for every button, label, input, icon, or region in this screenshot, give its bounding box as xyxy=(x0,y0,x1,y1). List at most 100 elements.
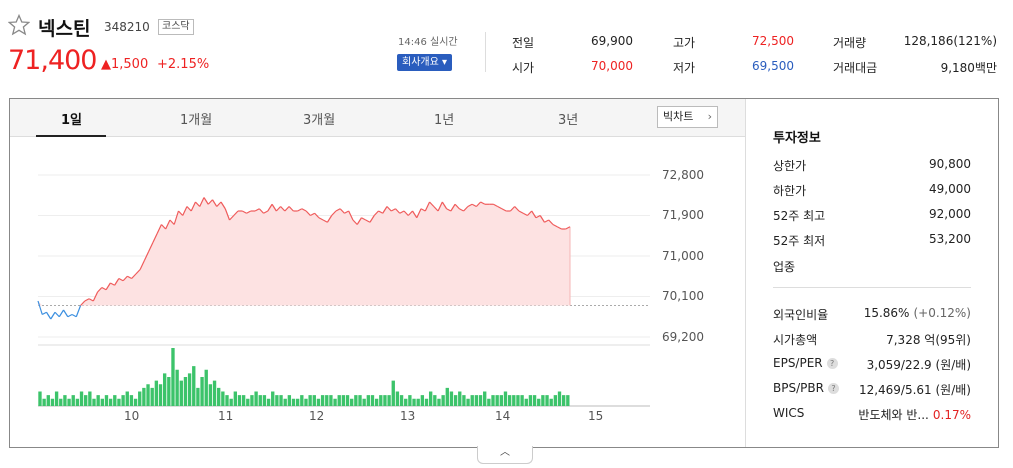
x-tick: 12 xyxy=(309,409,325,423)
y-tick: 71,900 xyxy=(662,208,704,222)
info-label: 외국인비율 xyxy=(773,306,828,323)
price-line-segment xyxy=(493,203,498,208)
tab-3y[interactable]: 3년 xyxy=(558,113,579,128)
info-value: 3,059/22.9 (원/배) xyxy=(845,356,971,373)
price-line-segment xyxy=(207,199,213,205)
x-tick: 11 xyxy=(218,409,234,423)
volume-bar xyxy=(350,398,354,406)
volume-value: 128,186(121%) xyxy=(903,34,997,48)
price-line-segment xyxy=(127,275,132,280)
price-line-segment xyxy=(254,208,260,212)
volume-bar xyxy=(516,395,520,406)
volume-bar xyxy=(391,380,395,406)
price-line-segment xyxy=(84,298,90,302)
price-line-segment xyxy=(156,224,162,234)
volume-bar xyxy=(200,377,204,406)
price-line-segment xyxy=(63,309,69,318)
volume-bar xyxy=(512,395,516,406)
price-line-segment xyxy=(310,212,315,217)
price-line-segment xyxy=(211,199,218,207)
info-value: 7,328 억(95위) xyxy=(845,331,971,348)
price-line-segment xyxy=(539,215,545,223)
price-line-segment xyxy=(173,210,180,225)
help-icon[interactable]: ? xyxy=(826,358,838,369)
volume-bar xyxy=(507,395,512,406)
bigchart-button[interactable]: 빅차트 › xyxy=(657,106,718,128)
volume-bar xyxy=(341,395,346,406)
volume-bar xyxy=(466,398,470,406)
info-label: 시가총액 xyxy=(773,331,817,348)
volume-bar xyxy=(79,391,84,406)
price-line-segment xyxy=(535,214,541,219)
price-line-segment xyxy=(169,219,175,225)
volume-bar xyxy=(133,398,138,406)
info-label: BPS/PBR? xyxy=(773,381,839,395)
price-line-segment xyxy=(450,203,456,212)
info-value-text: 15.86% xyxy=(863,306,910,320)
info-value-text: 3,059/22.9 (원/배) xyxy=(866,358,971,372)
collapse-button[interactable]: ︿ xyxy=(477,446,533,464)
tab-3m[interactable]: 3개월 xyxy=(303,113,336,128)
open-label: 시가 xyxy=(512,61,535,75)
favorite-star-icon[interactable] xyxy=(8,14,30,36)
volume-bar xyxy=(499,395,503,406)
volume-bar xyxy=(532,395,537,406)
price-line-segment xyxy=(178,210,184,216)
volume-bar xyxy=(221,391,225,406)
price-line-segment xyxy=(118,277,124,282)
volume-bar xyxy=(175,369,179,406)
price-line-segment xyxy=(463,206,469,212)
price-line-segment xyxy=(412,210,418,219)
price-line-segment xyxy=(424,201,431,212)
info-value: 49,000 xyxy=(929,182,971,196)
info-value-text: 12,469/5.61 (원/배) xyxy=(858,383,971,397)
stock-name: 넥스틴 xyxy=(38,18,91,40)
info-label: 업종 xyxy=(773,260,796,274)
price-line-segment xyxy=(71,313,77,318)
price-line-segment xyxy=(429,201,435,207)
price-line-segment xyxy=(148,242,154,252)
price-line-segment xyxy=(275,206,282,212)
volume-bar xyxy=(503,391,508,406)
volume-bar xyxy=(171,348,175,406)
prev-close-label: 전일 xyxy=(512,36,535,50)
price-line-segment xyxy=(297,208,303,212)
tab-1d[interactable]: 1일 xyxy=(61,113,83,128)
volume-bar xyxy=(146,384,150,406)
high-value: 72,500 xyxy=(752,34,794,48)
x-tick: 13 xyxy=(400,409,416,423)
info-extra: (+0.12%) xyxy=(913,306,971,320)
up-arrow-icon: ▲ xyxy=(101,57,111,72)
volume-bar xyxy=(437,398,441,406)
volume-bar xyxy=(549,398,553,406)
volume-bar xyxy=(291,398,296,406)
volume-bar xyxy=(462,395,466,406)
volume-bar xyxy=(325,395,329,406)
price-line-segment xyxy=(263,210,269,214)
volume-bar xyxy=(88,391,92,406)
price-line-segment xyxy=(352,219,358,225)
price-line-segment xyxy=(480,201,486,205)
volume-bar xyxy=(445,387,449,406)
price-line-segment xyxy=(314,212,320,219)
tab-1m[interactable]: 1개월 xyxy=(180,113,213,128)
x-tick: 15 xyxy=(588,409,604,423)
volume-bar xyxy=(433,395,437,406)
help-icon[interactable]: ? xyxy=(827,383,839,394)
price-line-segment xyxy=(344,210,349,214)
volume-bar xyxy=(217,387,221,406)
volume-bar xyxy=(449,391,454,406)
price-line-segment xyxy=(160,224,167,230)
price-line-segment xyxy=(271,203,277,212)
price-line-segment xyxy=(390,208,396,212)
divider xyxy=(485,32,486,72)
price-line-segment xyxy=(92,291,99,302)
volume-bar xyxy=(308,395,312,406)
bigchart-label: 빅차트 xyxy=(663,110,694,123)
company-overview-button[interactable]: 회사개요 ▾ xyxy=(397,54,452,71)
volume-bar xyxy=(196,387,200,406)
volume-bar xyxy=(183,377,188,406)
tab-1y[interactable]: 1년 xyxy=(434,113,455,128)
price-line-segment xyxy=(301,208,307,212)
price-line-segment xyxy=(97,287,103,293)
